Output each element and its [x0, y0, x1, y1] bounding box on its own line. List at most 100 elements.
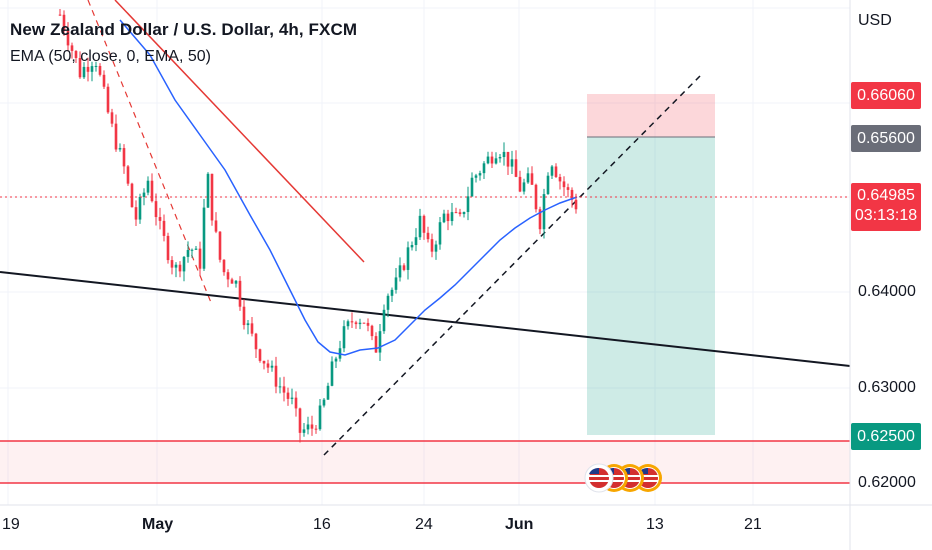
currency-label[interactable]: USD	[858, 12, 892, 29]
candle-body[interactable]	[430, 239, 434, 252]
candle-body[interactable]	[442, 213, 446, 223]
candle-body[interactable]	[238, 280, 242, 307]
candle-body[interactable]	[526, 173, 530, 183]
candle-body[interactable]	[510, 159, 514, 167]
candle-body[interactable]	[226, 272, 230, 280]
candle-body[interactable]	[214, 220, 218, 232]
candle-body[interactable]	[298, 408, 302, 433]
candle-body[interactable]	[250, 323, 254, 334]
candle-body[interactable]	[134, 207, 138, 220]
candle-body[interactable]	[150, 180, 154, 202]
candle-body[interactable]	[366, 322, 370, 326]
candle-body[interactable]	[478, 173, 482, 176]
candle-body[interactable]	[394, 277, 398, 290]
candle-body[interactable]	[138, 196, 142, 220]
candle-body[interactable]	[390, 289, 394, 296]
candle-body[interactable]	[278, 386, 282, 388]
candle-body[interactable]	[82, 66, 86, 78]
candle-body[interactable]	[486, 156, 490, 164]
candle-body[interactable]	[462, 212, 466, 215]
candle-body[interactable]	[330, 361, 334, 386]
candle-body[interactable]	[122, 148, 126, 167]
candle-body[interactable]	[498, 157, 502, 159]
horizontal-trend-line[interactable]	[0, 271, 851, 367]
candle-body[interactable]	[94, 65, 98, 67]
candle-body[interactable]	[334, 358, 338, 362]
candle-body[interactable]	[538, 209, 542, 230]
candle-body[interactable]	[98, 65, 102, 75]
candle-body[interactable]	[74, 50, 78, 59]
candle-body[interactable]	[346, 321, 350, 327]
candle-body[interactable]	[494, 158, 498, 164]
candle-body[interactable]	[294, 397, 298, 409]
candle-body[interactable]	[438, 222, 442, 245]
candle-body[interactable]	[206, 173, 210, 208]
candle-body[interactable]	[306, 424, 310, 430]
candle-body[interactable]	[470, 177, 474, 197]
candle-body[interactable]	[102, 74, 106, 87]
candle-body[interactable]	[202, 207, 206, 269]
candle-body[interactable]	[66, 30, 70, 46]
candle-body[interactable]	[482, 163, 486, 174]
candle-body[interactable]	[254, 333, 258, 350]
candle-body[interactable]	[166, 235, 170, 261]
candle-body[interactable]	[362, 322, 366, 324]
candle-body[interactable]	[370, 325, 374, 337]
candle-body[interactable]	[558, 176, 562, 182]
candle-body[interactable]	[378, 331, 382, 353]
candle-body[interactable]	[158, 217, 162, 221]
candle-body[interactable]	[350, 321, 354, 323]
ema-line[interactable]	[119, 19, 578, 356]
candle-body[interactable]	[358, 322, 362, 325]
candle-body[interactable]	[230, 279, 234, 284]
candle-body[interactable]	[546, 175, 550, 195]
symbol-title[interactable]: New Zealand Dollar / U.S. Dollar, 4h, FX…	[10, 20, 358, 39]
candle-body[interactable]	[354, 322, 358, 325]
candle-body[interactable]	[458, 212, 462, 215]
candle-body[interactable]	[446, 213, 450, 222]
candle-body[interactable]	[450, 212, 454, 222]
candle-body[interactable]	[322, 399, 326, 406]
candle-body[interactable]	[570, 189, 574, 200]
economic-events[interactable]	[584, 463, 662, 493]
candle-body[interactable]	[146, 180, 150, 193]
candle-body[interactable]	[422, 215, 426, 233]
candle-body[interactable]	[258, 349, 262, 361]
candle-body[interactable]	[426, 232, 430, 240]
candle-body[interactable]	[418, 215, 422, 238]
candle-body[interactable]	[162, 220, 166, 236]
candle-body[interactable]	[106, 86, 110, 113]
candle-body[interactable]	[310, 424, 314, 429]
candle-body[interactable]	[522, 182, 526, 192]
candle-body[interactable]	[302, 429, 306, 433]
candle-body[interactable]	[410, 245, 414, 248]
candle-body[interactable]	[490, 156, 494, 164]
candle-body[interactable]	[234, 280, 238, 284]
candle-body[interactable]	[190, 249, 194, 251]
candle-body[interactable]	[274, 365, 278, 387]
candle-body[interactable]	[502, 151, 506, 158]
candle-body[interactable]	[474, 175, 478, 178]
candle-body[interactable]	[286, 392, 290, 399]
candle-body[interactable]	[386, 295, 390, 310]
candle-body[interactable]	[506, 151, 510, 167]
candle-body[interactable]	[242, 306, 246, 326]
candle-body[interactable]	[518, 176, 522, 192]
candle-body[interactable]	[210, 173, 214, 221]
candle-body[interactable]	[414, 237, 418, 246]
candle-body[interactable]	[554, 166, 558, 177]
candle-body[interactable]	[342, 326, 346, 349]
candle-body[interactable]	[142, 192, 146, 197]
candle-body[interactable]	[562, 181, 566, 188]
position-stop-zone[interactable]	[587, 94, 715, 137]
candle-body[interactable]	[90, 66, 94, 72]
candle-body[interactable]	[86, 66, 90, 72]
candle-body[interactable]	[266, 363, 270, 368]
candle-body[interactable]	[58, 14, 62, 16]
candle-body[interactable]	[186, 250, 190, 257]
candle-body[interactable]	[530, 173, 534, 185]
ema-indicator-label[interactable]: EMA (50, close, 0, EMA, 50)	[10, 48, 211, 65]
candle-body[interactable]	[178, 264, 182, 272]
candle-body[interactable]	[566, 187, 570, 190]
